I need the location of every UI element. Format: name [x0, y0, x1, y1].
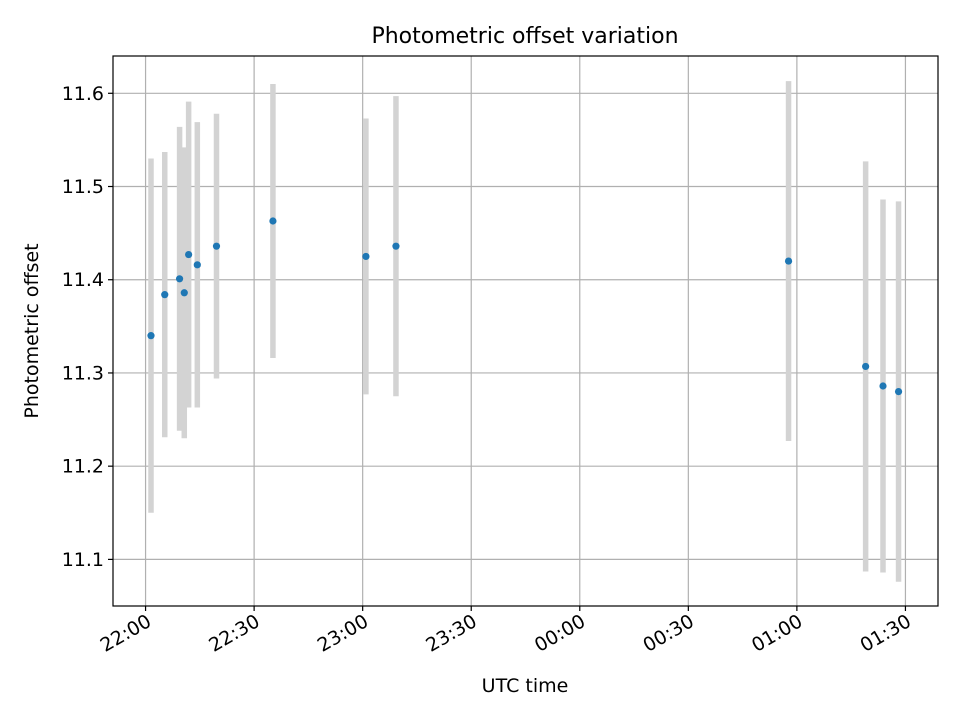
data-point: [161, 291, 169, 299]
data-point: [784, 257, 793, 265]
data-point: [862, 362, 870, 371]
y-axis-label: Photometric offset: [21, 243, 43, 418]
data-point: [212, 242, 221, 250]
x-tick-label: 00:30: [639, 610, 697, 656]
x-tick-label: 00:00: [531, 610, 589, 656]
x-tick-label: 22:30: [205, 610, 263, 656]
data-point: [894, 387, 903, 396]
x-axis-label: UTC time: [482, 675, 569, 697]
error-bars: [148, 81, 902, 582]
data-point: [147, 332, 155, 340]
data-point: [879, 382, 887, 390]
data-point: [175, 275, 184, 283]
x-tick-label: 22:00: [97, 610, 155, 656]
y-axis: 11.1 11.2 11.3 11.4 11.5 11.6: [62, 83, 113, 571]
x-tick-label: 01:30: [857, 610, 915, 656]
grid: [113, 56, 938, 606]
data-point: [362, 252, 370, 261]
data-point: [392, 242, 400, 250]
data-point: [180, 289, 188, 297]
data-point: [185, 250, 193, 259]
x-tick-label: 23:00: [314, 610, 372, 656]
y-tick-label: 11.3: [62, 362, 104, 384]
x-tick-label: 23:30: [422, 610, 480, 656]
plot-frame: [112, 55, 939, 607]
x-tick-label: 01:00: [748, 610, 806, 656]
y-tick-label: 11.1: [62, 549, 104, 571]
y-tick-label: 11.2: [62, 456, 104, 478]
data-point: [269, 217, 277, 225]
y-tick-label: 11.4: [62, 269, 104, 291]
y-tick-label: 11.5: [62, 176, 104, 198]
data-point: [193, 261, 201, 269]
chart-title: Photometric offset variation: [371, 24, 678, 49]
data-points: [147, 217, 903, 396]
x-axis: 22:00 22:30 23:00 23:30 00:00 00:30 01:00 01:30: [97, 606, 915, 657]
y-tick-label: 11.6: [62, 83, 104, 105]
